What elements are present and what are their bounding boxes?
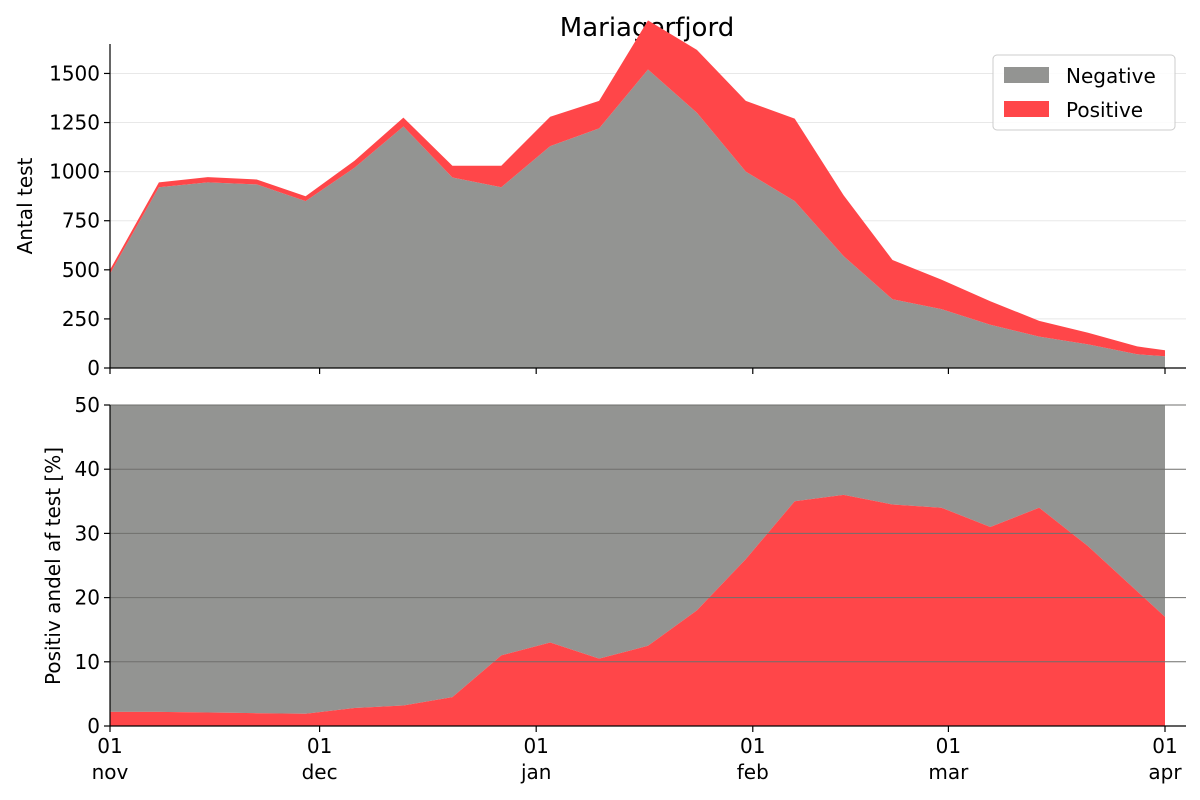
bottom-gridlines	[110, 404, 1186, 663]
bottom-y-ticks: 0 10 20 30 40 50	[75, 393, 110, 738]
y-tick-label: 250	[62, 307, 100, 331]
y-tick-label: 500	[62, 258, 100, 282]
x-tick-label-month: nov	[92, 760, 129, 784]
y-tick-label: 30	[75, 521, 100, 545]
x-tick-label-month: dec	[302, 760, 338, 784]
x-tick-label-day: 01	[936, 734, 961, 758]
y-tick-label: 1500	[49, 61, 100, 85]
x-tick-label-day: 01	[523, 734, 548, 758]
legend: Negative Positive	[992, 54, 1176, 131]
x-tick-label-month: jan	[520, 760, 552, 784]
x-tick-label-day: 01	[307, 734, 332, 758]
x-tick-label-month: apr	[1148, 760, 1182, 784]
top-x-ticks	[109, 368, 1166, 374]
legend-swatch-negative	[1004, 67, 1049, 83]
top-y-ticks: 0 250 500 750 1000 1250 1500	[49, 61, 110, 380]
y-tick-label: 40	[75, 457, 100, 481]
x-tick-label-day: 01	[1152, 734, 1177, 758]
bottom-y-axis-label: Positiv andel af test [%]	[41, 447, 65, 685]
x-tick-label-month: feb	[737, 760, 769, 784]
x-tick-label-month: mar	[928, 760, 969, 784]
positive-area	[110, 20, 1165, 357]
y-tick-label: 50	[75, 393, 100, 417]
x-tick-label-day: 01	[97, 734, 122, 758]
y-tick-label: 20	[75, 586, 100, 610]
x-tick-label-day: 01	[740, 734, 765, 758]
y-tick-label: 0	[87, 714, 100, 738]
legend-label-positive: Positive	[1066, 98, 1143, 122]
negative-share-area	[110, 405, 1165, 714]
legend-swatch-positive	[1004, 101, 1049, 117]
negative-area	[110, 69, 1165, 368]
y-tick-label: 0	[87, 356, 100, 380]
positive-share-area	[110, 494, 1165, 726]
top-panel: 0 250 500 750 1000 1250 1500 Antal test Negati…	[13, 20, 1186, 380]
top-y-axis-label: Antal test	[13, 157, 37, 254]
y-tick-label: 1000	[49, 160, 100, 184]
y-tick-label: 750	[62, 209, 100, 233]
legend-label-negative: Negative	[1066, 64, 1156, 88]
y-tick-label: 1250	[49, 111, 100, 135]
y-tick-label: 10	[75, 650, 100, 674]
